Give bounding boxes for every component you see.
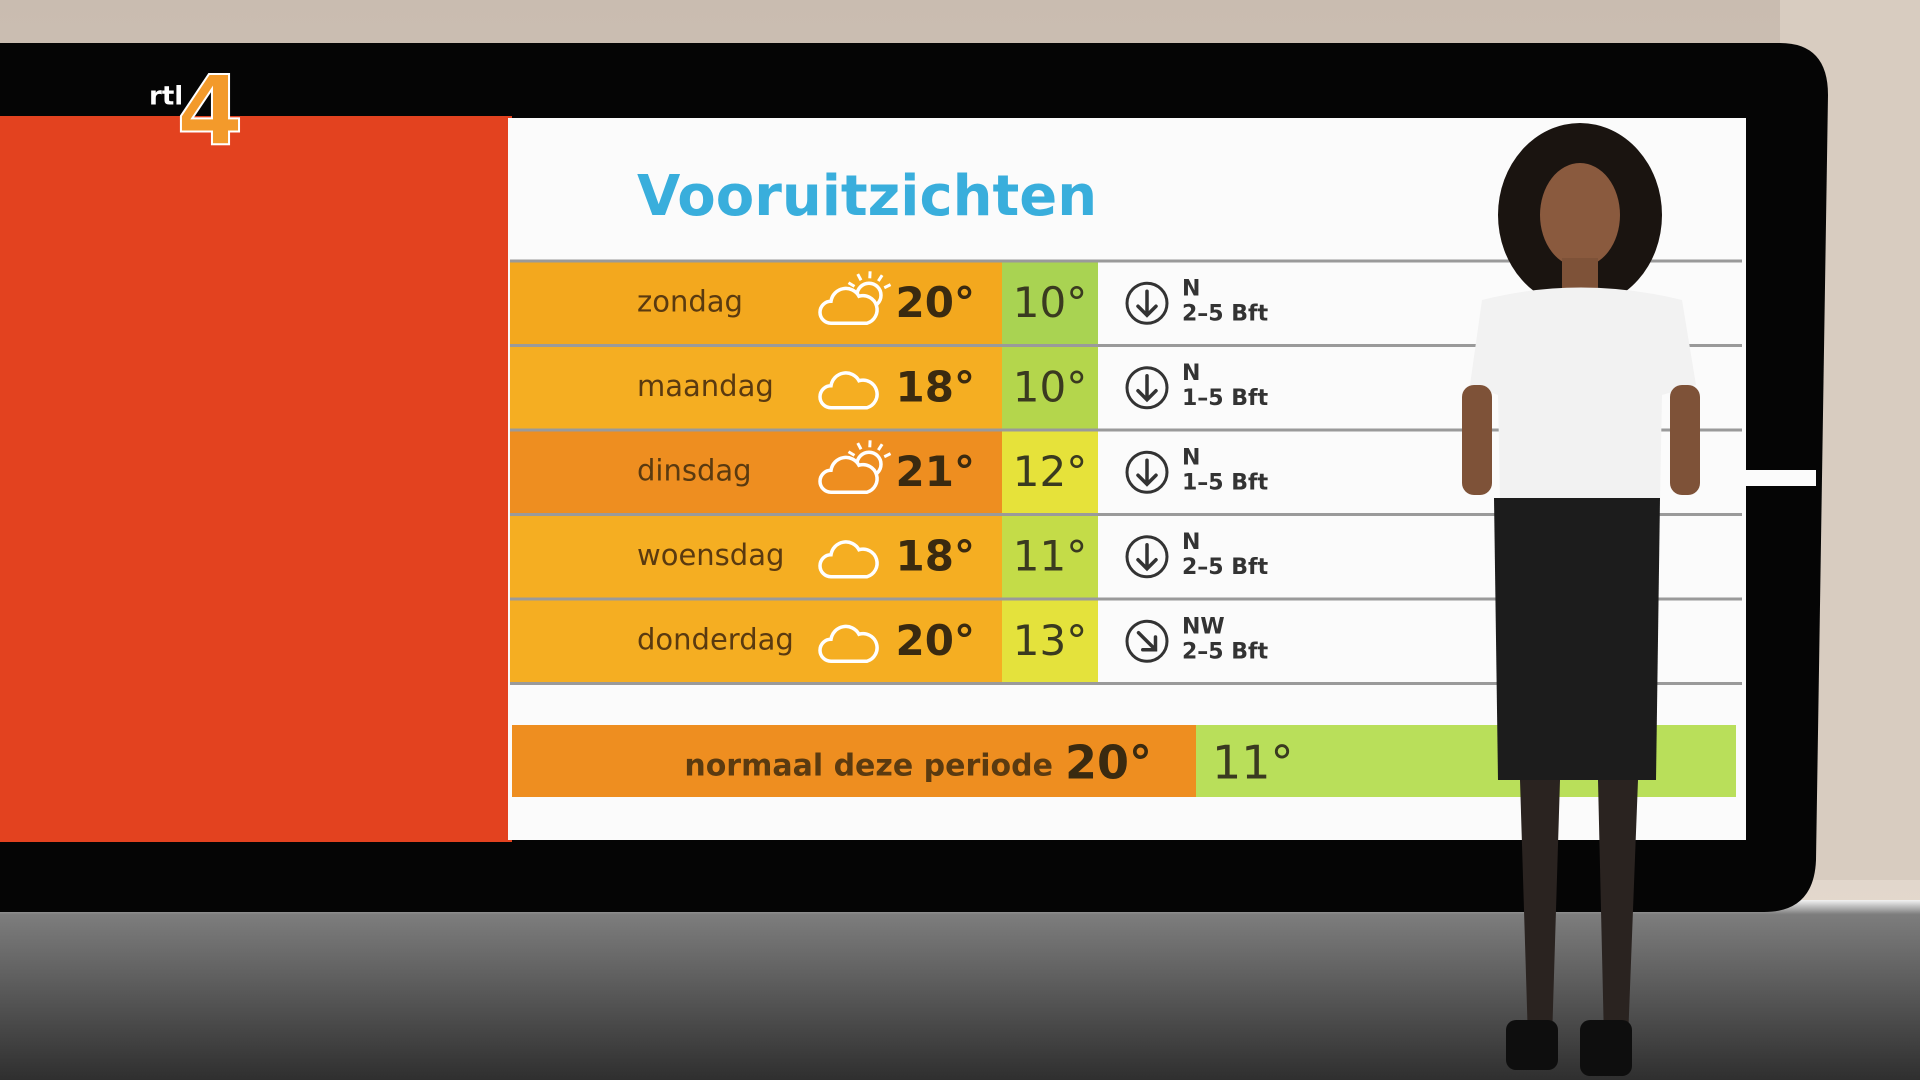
weather-icon bbox=[818, 440, 892, 494]
cloud bbox=[818, 286, 879, 325]
wind-circle bbox=[1125, 366, 1169, 410]
wind-force: 1–5 Bft bbox=[1182, 386, 1269, 411]
wind-force: 2–5 Bft bbox=[1182, 555, 1269, 580]
presenter-face bbox=[1540, 163, 1620, 267]
wind-arrowhead bbox=[1136, 631, 1158, 652]
presenter-top bbox=[1470, 287, 1696, 500]
sun-ray bbox=[883, 452, 892, 459]
normal-max: 20° bbox=[1065, 736, 1152, 790]
min-cell bbox=[1002, 514, 1098, 599]
max-temp: 18° bbox=[896, 362, 975, 411]
weather-icon bbox=[818, 371, 879, 410]
title: Vooruitzichten bbox=[637, 164, 1097, 229]
sun-ray bbox=[883, 283, 892, 290]
day: donderdag bbox=[637, 622, 794, 656]
max-temp: 18° bbox=[896, 531, 975, 580]
max-cell bbox=[510, 514, 1002, 599]
wind-force: 2–5 Bft bbox=[1182, 301, 1269, 326]
max-temp: 20° bbox=[896, 278, 975, 327]
max-cell bbox=[510, 599, 1002, 684]
min-temp: 11° bbox=[1013, 531, 1087, 580]
wind-arrow bbox=[1125, 619, 1169, 663]
logo-number: 4 bbox=[177, 55, 244, 167]
min-temp: 12° bbox=[1013, 447, 1087, 496]
wind-force: 1–5 Bft bbox=[1182, 470, 1269, 495]
normal-min: 11° bbox=[1212, 736, 1294, 790]
min-cell bbox=[1002, 345, 1098, 430]
min-cell bbox=[1002, 261, 1098, 346]
max-temp: 21° bbox=[896, 447, 975, 496]
sun-ray bbox=[856, 442, 863, 450]
sun-ray bbox=[856, 273, 863, 281]
cloud bbox=[818, 371, 879, 410]
wind-circle bbox=[1125, 450, 1169, 494]
wind-direction: N bbox=[1182, 276, 1200, 301]
cloud bbox=[818, 455, 879, 494]
weather-icon bbox=[818, 540, 879, 579]
wind-circle bbox=[1125, 281, 1169, 325]
presenter-skirt bbox=[1494, 498, 1660, 780]
presenter bbox=[1462, 123, 1700, 1076]
wind-arrow bbox=[1125, 535, 1169, 579]
cloud bbox=[818, 624, 879, 663]
wind-direction: N bbox=[1182, 361, 1200, 386]
wind-circle bbox=[1125, 535, 1169, 579]
presenter-arm bbox=[1670, 385, 1700, 495]
presenter-arm bbox=[1462, 385, 1492, 495]
max-cell bbox=[510, 430, 1002, 515]
min-temp: 10° bbox=[1013, 278, 1087, 327]
forecast-row: dinsdag 21° 12° N1–5 Bft bbox=[510, 428, 1742, 515]
wind-force: 2–5 Bft bbox=[1182, 639, 1269, 664]
wind-arrowhead bbox=[1136, 374, 1158, 403]
red-panel bbox=[0, 116, 512, 842]
sun-ray bbox=[877, 274, 884, 282]
day: woensdag bbox=[637, 538, 784, 572]
presenter-leg bbox=[1520, 780, 1560, 1040]
wind-arrowhead bbox=[1136, 543, 1158, 572]
forecast-row: donderdag 20° 13° NW2–5 Bft bbox=[510, 597, 1742, 684]
normal-max-cell bbox=[512, 725, 1196, 797]
forecast-row: woensdag 18° 11° N2–5 Bft bbox=[510, 513, 1742, 599]
max-cell bbox=[510, 345, 1002, 430]
wind-arrow bbox=[1125, 450, 1169, 494]
presenter-shoe bbox=[1580, 1020, 1632, 1076]
min-cell bbox=[1002, 599, 1098, 684]
weather-icon bbox=[818, 624, 879, 663]
wind-arrowhead bbox=[1136, 289, 1158, 318]
panel-tab bbox=[1740, 470, 1816, 486]
wind-arrowhead bbox=[1136, 458, 1158, 487]
wind-direction: N bbox=[1182, 530, 1200, 555]
wind-circle bbox=[1125, 619, 1169, 663]
day: dinsdag bbox=[637, 453, 752, 487]
logo-text: rtl bbox=[149, 82, 183, 112]
min-cell bbox=[1002, 430, 1098, 515]
min-temp: 13° bbox=[1013, 616, 1087, 665]
presenter-shoe bbox=[1506, 1020, 1558, 1070]
forecast-row: zondag 20° 10° N2–5 Bft bbox=[510, 259, 1742, 346]
max-temp: 20° bbox=[896, 616, 975, 665]
day: maandag bbox=[637, 369, 774, 403]
logo: rtl 4 bbox=[149, 54, 244, 168]
min-temp: 10° bbox=[1013, 362, 1087, 411]
wind-direction: NW bbox=[1182, 614, 1225, 639]
sun-ray bbox=[847, 450, 856, 457]
sun-ray bbox=[847, 281, 856, 288]
sun-ray bbox=[877, 443, 884, 451]
normal-label: normaal deze periode bbox=[684, 749, 1053, 784]
day: zondag bbox=[637, 284, 743, 318]
wind-arrow bbox=[1125, 281, 1169, 325]
weather-icon bbox=[818, 271, 892, 325]
normal-period-bar: normaal deze periode 20° 11° bbox=[512, 725, 1736, 797]
cloud bbox=[818, 540, 879, 579]
max-cell bbox=[510, 261, 1002, 346]
wind-direction: N bbox=[1182, 445, 1200, 470]
wind-arrow bbox=[1125, 366, 1169, 410]
presenter-leg bbox=[1598, 780, 1638, 1040]
